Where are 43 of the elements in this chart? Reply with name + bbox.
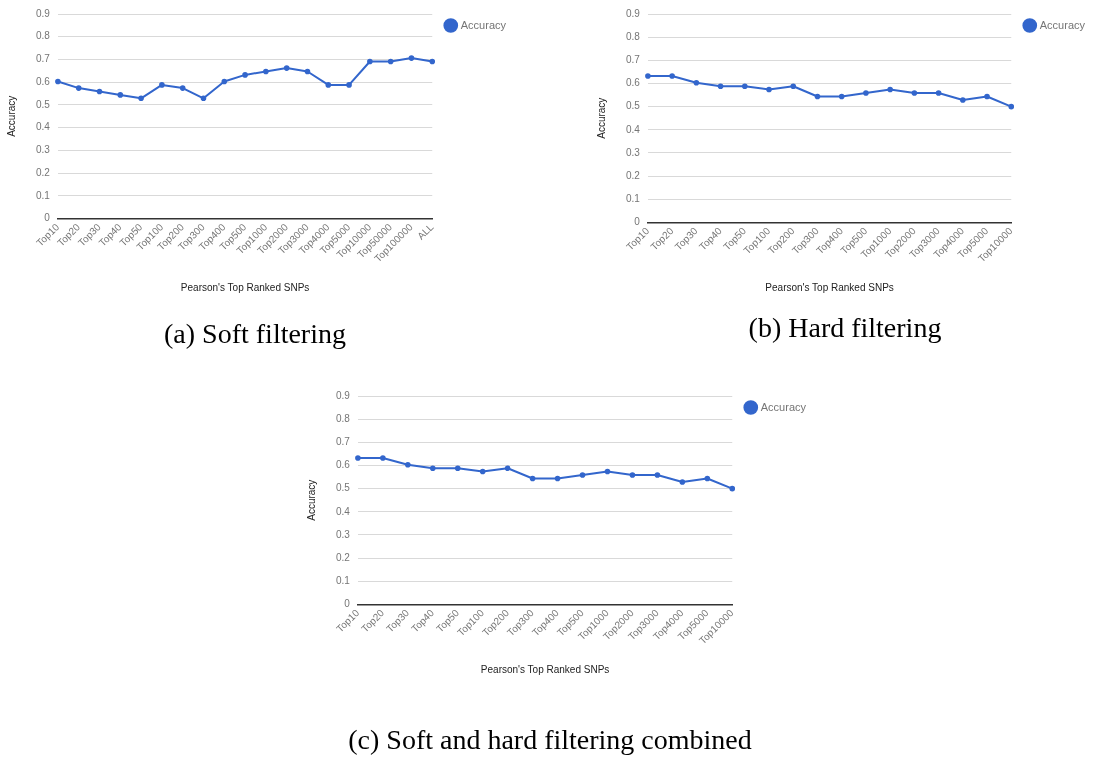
y-tick-label: 0.8 <box>36 30 51 42</box>
y-tick-label: 0 <box>44 212 51 224</box>
legend-label: Accuracy <box>760 400 807 413</box>
y-tick-label: 0.8 <box>336 412 351 424</box>
y-tick-label: 0.6 <box>336 459 351 471</box>
y-tick-label: 0 <box>634 216 641 228</box>
y-axis-title: Accuracy <box>305 479 317 521</box>
x-axis-title: Pearson's Top Ranked SNPs <box>180 281 310 293</box>
y-tick-label: 0.7 <box>36 53 51 65</box>
text: (a) Soft filtering <box>164 318 346 350</box>
text: (c) Soft and hard filtering combined <box>348 724 752 756</box>
y-tick-label: 0.5 <box>626 100 641 112</box>
x-tick-label: ALL <box>415 221 436 242</box>
y-tick-label: 0.6 <box>36 75 51 87</box>
y-tick-label: 0.1 <box>336 575 351 587</box>
y-tick-label: 0.3 <box>626 146 641 158</box>
y-tick-label: 0.9 <box>336 389 351 401</box>
y-tick-label: 0.4 <box>36 121 51 133</box>
y-tick-label: 0.9 <box>36 7 51 19</box>
y-tick-label: 0.2 <box>626 169 641 181</box>
y-tick-label: 0.4 <box>336 505 351 517</box>
text: (b) Hard filtering <box>748 312 942 344</box>
y-tick-label: 0.2 <box>36 166 51 178</box>
y-tick-label: 0.7 <box>626 54 641 66</box>
y-tick-label: 0.1 <box>36 189 51 201</box>
y-tick-label: 0.7 <box>336 436 351 448</box>
x-axis-title: Pearson's Top Ranked SNPs <box>480 663 610 675</box>
x-axis-title: Pearson's Top Ranked SNPs <box>765 281 894 293</box>
y-tick-label: 0.4 <box>626 123 641 135</box>
y-tick-label: 0.9 <box>626 7 641 19</box>
y-tick-label: 0.8 <box>626 30 641 42</box>
y-tick-label: 0.3 <box>36 144 51 156</box>
y-axis-title: Accuracy <box>5 95 17 137</box>
y-tick-label: 0.2 <box>336 551 351 563</box>
y-tick-label: 0.5 <box>336 482 351 494</box>
legend-label: Accuracy <box>460 18 507 31</box>
y-tick-label: 0.5 <box>36 98 51 110</box>
y-tick-label: 0 <box>344 598 351 610</box>
y-tick-label: 0.3 <box>336 528 351 540</box>
legend-label: Accuracy <box>1039 18 1086 31</box>
y-tick-label: 0.1 <box>626 193 641 205</box>
y-tick-label: 0.6 <box>626 77 641 89</box>
y-axis-title: Accuracy <box>595 97 607 139</box>
